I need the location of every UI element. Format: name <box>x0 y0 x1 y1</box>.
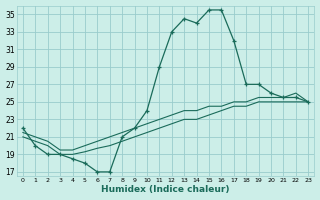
X-axis label: Humidex (Indice chaleur): Humidex (Indice chaleur) <box>101 185 230 194</box>
